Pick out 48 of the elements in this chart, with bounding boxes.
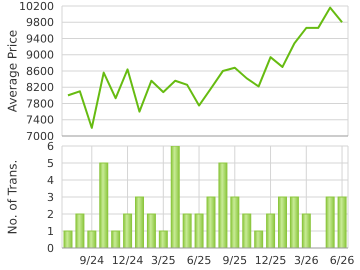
bar bbox=[87, 230, 96, 248]
x-tick-label: 6/26 bbox=[330, 254, 354, 267]
bar bbox=[302, 214, 311, 248]
y-tick-label: 7400 bbox=[26, 114, 54, 127]
bar bbox=[326, 196, 335, 248]
bar bbox=[111, 230, 120, 248]
y-tick-label: 3 bbox=[47, 190, 54, 204]
bar bbox=[123, 214, 132, 248]
bar bbox=[146, 214, 156, 248]
bar bbox=[230, 196, 240, 248]
x-tick-label: 12/24 bbox=[112, 254, 144, 267]
bar bbox=[182, 214, 192, 248]
y-tick-label: 4 bbox=[47, 174, 54, 187]
bar bbox=[242, 214, 252, 248]
y-tick-label: 9800 bbox=[26, 16, 54, 30]
y-axis-title: No. of Trans. bbox=[5, 160, 20, 234]
y-tick-label: 8600 bbox=[26, 64, 54, 78]
bar bbox=[218, 162, 228, 248]
y-tick-label: 9400 bbox=[26, 32, 54, 46]
bar bbox=[158, 230, 168, 248]
bar bbox=[99, 162, 108, 248]
x-tick-label: 9/24 bbox=[79, 254, 104, 267]
x-tick-label: 3/25 bbox=[150, 254, 176, 267]
bar bbox=[266, 214, 276, 248]
bar bbox=[64, 230, 72, 248]
bar bbox=[75, 214, 84, 248]
y-tick-label: 9000 bbox=[26, 48, 54, 62]
bar bbox=[206, 196, 216, 248]
bar bbox=[135, 196, 144, 248]
bar bbox=[254, 230, 264, 248]
bar bbox=[170, 146, 180, 248]
x-tick-label: 9/25 bbox=[222, 254, 248, 267]
bar bbox=[338, 196, 347, 248]
y-tick-label: 2 bbox=[47, 208, 54, 221]
y-tick-label: 5 bbox=[47, 156, 54, 170]
x-tick-label: 12/25 bbox=[254, 254, 286, 267]
y-tick-label: 1 bbox=[47, 224, 54, 238]
bar bbox=[278, 196, 287, 248]
line-series bbox=[66, 6, 344, 129]
x-tick-label: 6/25 bbox=[186, 254, 212, 267]
y-axis-title: Average Price bbox=[5, 30, 20, 112]
y-tick-label: 7800 bbox=[26, 97, 54, 110]
x-tick-label: 3/26 bbox=[294, 254, 319, 267]
y-tick-label: 10200 bbox=[19, 0, 54, 13]
bar bbox=[290, 196, 299, 248]
y-tick-label: 8200 bbox=[26, 81, 54, 94]
y-tick-label: 0 bbox=[47, 242, 54, 255]
bar bbox=[194, 214, 204, 248]
